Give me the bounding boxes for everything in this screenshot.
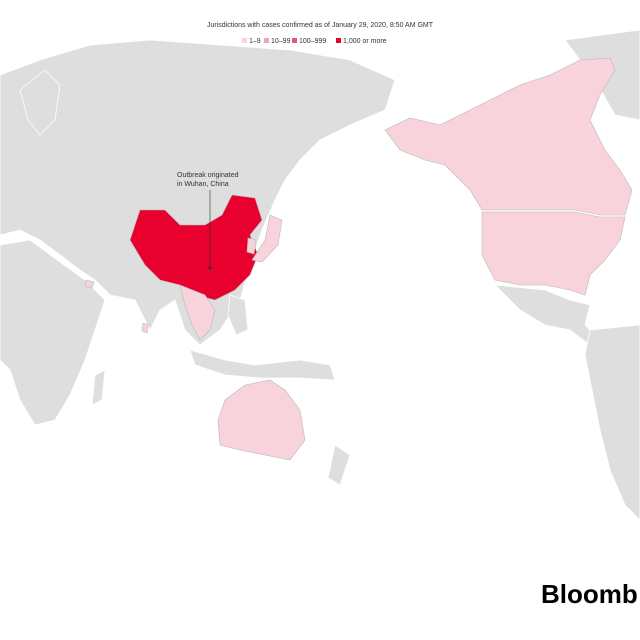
usa <box>481 211 626 296</box>
annotation-line: in Wuhan, China <box>177 181 229 188</box>
wuhan-dot <box>208 266 212 270</box>
australia <box>217 379 306 461</box>
legend-swatch <box>336 38 341 43</box>
legend-label: 1–9 <box>249 38 261 45</box>
south-america <box>584 324 640 521</box>
uae <box>84 279 95 289</box>
legend-label: 1,000 or more <box>343 38 387 45</box>
brand: Bloomb <box>541 579 638 609</box>
legend-swatch <box>242 38 247 43</box>
japan <box>251 214 283 263</box>
legend-swatch <box>264 38 269 43</box>
legend-swatch <box>292 38 297 43</box>
new-zealand <box>327 444 351 486</box>
annotation-line: Outbreak originated <box>177 172 239 179</box>
africa <box>0 239 106 426</box>
legend-label: 10–99 <box>271 38 291 45</box>
eurasia <box>0 39 396 346</box>
legend-label: 100–999 <box>299 38 326 45</box>
south-korea <box>246 237 257 255</box>
affected-jurisdictions <box>84 57 633 461</box>
scandinavia <box>19 69 61 136</box>
southeast-asia <box>179 284 216 341</box>
canada <box>384 57 633 216</box>
continents <box>0 29 640 521</box>
madagascar <box>91 369 106 406</box>
indonesia <box>189 349 336 381</box>
title: Jurisdictions with cases confirmed as of… <box>207 22 434 29</box>
sri-lanka <box>141 322 149 334</box>
philippines <box>227 294 249 336</box>
